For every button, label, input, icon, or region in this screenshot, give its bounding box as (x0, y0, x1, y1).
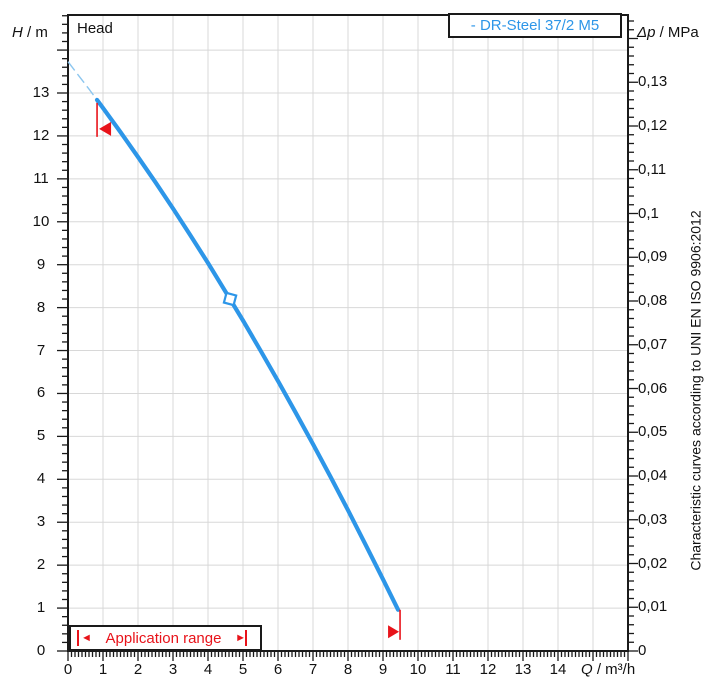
y-left-tick-label: 3 (36, 513, 46, 531)
y-left-tick-label: 10 (32, 212, 50, 230)
application-range-right-bar (245, 630, 247, 646)
y-right-tick-label: 0,1 (638, 204, 659, 222)
y-left-axis-title: H / m (12, 23, 48, 43)
max-flow-limit-marker (388, 609, 401, 640)
y-right-tick-label: 0,06 (638, 379, 668, 397)
x-axis-unit: / m³/h (592, 661, 636, 678)
duty-point-marker[interactable] (222, 291, 238, 307)
y-right-axis-title: Δp / MPa (637, 23, 699, 43)
y-right-tick-label: 0,07 (638, 335, 668, 353)
x-tick-label: 3 (168, 661, 178, 678)
x-tick-label: 2 (133, 661, 143, 678)
pump-curve[interactable] (94, 97, 401, 612)
y-right-tick-label: 0 (638, 642, 647, 659)
application-range-right-arrow-icon: ► (235, 631, 246, 644)
application-range-box: ◄ Application range ► (69, 625, 262, 651)
x-tick-label: 12 (479, 661, 497, 678)
y-left-axis-unit: / m (22, 24, 48, 41)
y-left-tick-label: 7 (36, 341, 46, 359)
x-tick-label: 1 (98, 661, 108, 678)
min-flow-limit-marker (96, 102, 112, 137)
y-right-tick-label: 0,05 (638, 423, 668, 441)
y-right-tick-label: 0,08 (638, 292, 668, 309)
y-right-tick-label: 0,02 (638, 554, 668, 572)
x-tick-label: 7 (308, 661, 318, 678)
x-axis-symbol: Q (581, 661, 593, 678)
y-left-tick-label: 0 (36, 642, 46, 659)
legend-series-dr-steel[interactable]: - DR-Steel 37/2 M5 (448, 13, 622, 38)
x-tick-label: 9 (378, 661, 388, 678)
axis-ticks (57, 15, 638, 661)
x-tick-label: 10 (409, 661, 427, 678)
application-range-left-arrow-icon: ◄ (81, 631, 92, 644)
y-left-axis-symbol: H (12, 24, 23, 41)
y-left-tick-label: 1 (36, 599, 46, 617)
standard-note: Characteristic curves according to UNI E… (687, 210, 704, 571)
x-tick-label: 14 (549, 661, 567, 678)
plot-title: Head (77, 20, 113, 37)
x-tick-label: 6 (273, 661, 283, 678)
y-left-tick-label: 4 (36, 470, 46, 488)
y-right-tick-label: 0,03 (638, 510, 668, 528)
y-left-tick-label: 5 (36, 427, 46, 445)
y-right-tick-label: 0,12 (638, 117, 668, 134)
y-right-tick-label: 0,01 (638, 598, 668, 616)
x-tick-label: 13 (514, 661, 532, 678)
gridlines (68, 15, 628, 651)
y-left-tick-label: 13 (32, 84, 50, 101)
curve-extension-line (67, 61, 101, 104)
y-left-tick-label: 6 (36, 384, 46, 402)
x-tick-label: 0 (63, 661, 73, 678)
y-right-tick-label: 0,04 (638, 467, 668, 484)
y-left-tick-label: 11 (33, 169, 49, 187)
application-range-label: Application range (105, 629, 222, 647)
application-range-left-bar (77, 630, 79, 646)
x-tick-label: 5 (238, 661, 248, 678)
y-right-tick-label: 0,09 (638, 248, 668, 266)
y-left-tick-label: 2 (36, 556, 46, 574)
x-tick-label: 8 (343, 661, 353, 678)
y-right-axis-unit: / MPa (655, 24, 699, 41)
legend-label: - DR-Steel 37/2 M5 (470, 17, 600, 34)
y-right-tick-label: 0,11 (638, 160, 667, 178)
y-left-tick-label: 8 (36, 298, 46, 316)
x-tick-label: 4 (203, 661, 213, 678)
y-right-tick-label: 0,13 (638, 73, 668, 91)
x-axis-title: Q / m³/h (581, 660, 635, 680)
y-left-tick-label: 12 (32, 126, 50, 144)
y-left-tick-label: 9 (36, 255, 46, 273)
y-right-axis-symbol: Δp (637, 24, 656, 41)
x-tick-label: 11 (445, 661, 461, 678)
